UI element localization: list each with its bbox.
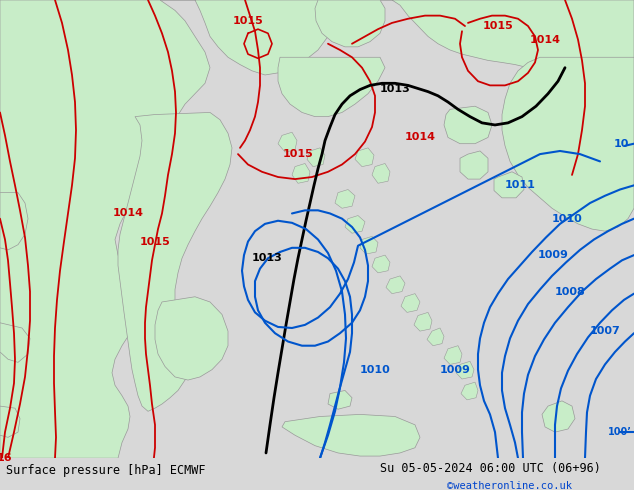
Polygon shape [155,297,228,380]
Polygon shape [292,164,310,183]
Text: 1015: 1015 [233,16,263,26]
Text: 1008: 1008 [555,287,586,296]
Polygon shape [335,190,355,208]
Text: 1009: 1009 [440,365,471,375]
Text: 1013: 1013 [252,253,283,263]
Polygon shape [278,57,385,117]
Text: 1015: 1015 [139,237,171,246]
Polygon shape [355,148,374,167]
Polygon shape [494,172,524,198]
Text: 1014: 1014 [112,208,143,219]
Text: 1014: 1014 [404,132,436,143]
Polygon shape [160,0,345,75]
Text: 1014: 1014 [529,35,560,45]
Polygon shape [386,276,405,294]
Polygon shape [0,406,20,437]
Polygon shape [380,0,634,96]
Polygon shape [444,106,492,144]
Text: 16: 16 [0,453,13,463]
Polygon shape [542,401,575,432]
Polygon shape [0,323,30,363]
Polygon shape [414,313,432,331]
Text: ©weatheronline.co.uk: ©weatheronline.co.uk [447,481,572,490]
Polygon shape [0,0,210,458]
Text: Surface pressure [hPa] ECMWF: Surface pressure [hPa] ECMWF [6,464,206,477]
Polygon shape [328,391,352,409]
Polygon shape [456,361,474,379]
Text: 1013: 1013 [380,83,411,94]
Text: 1015: 1015 [283,149,313,159]
Text: 1015: 1015 [482,21,514,31]
Polygon shape [345,216,365,233]
Polygon shape [278,132,297,152]
Polygon shape [372,164,390,183]
Polygon shape [0,193,28,250]
Text: 100’: 100’ [608,427,632,437]
Polygon shape [502,57,634,231]
Polygon shape [372,255,390,273]
Polygon shape [307,148,325,167]
Polygon shape [401,294,420,313]
Text: 1010: 1010 [552,214,583,223]
Polygon shape [315,0,385,47]
Text: 1009: 1009 [538,250,569,260]
Polygon shape [460,151,488,179]
Text: 1011: 1011 [505,180,536,190]
Text: Su 05-05-2024 06:00 UTC (06+96): Su 05-05-2024 06:00 UTC (06+96) [380,462,601,475]
Polygon shape [360,236,378,254]
Polygon shape [282,415,420,456]
Polygon shape [427,328,444,346]
Polygon shape [444,346,462,365]
Text: 10: 10 [614,139,629,148]
Text: 1010: 1010 [360,365,391,375]
Polygon shape [118,113,232,411]
Polygon shape [461,382,478,400]
Text: 1007: 1007 [590,326,621,336]
